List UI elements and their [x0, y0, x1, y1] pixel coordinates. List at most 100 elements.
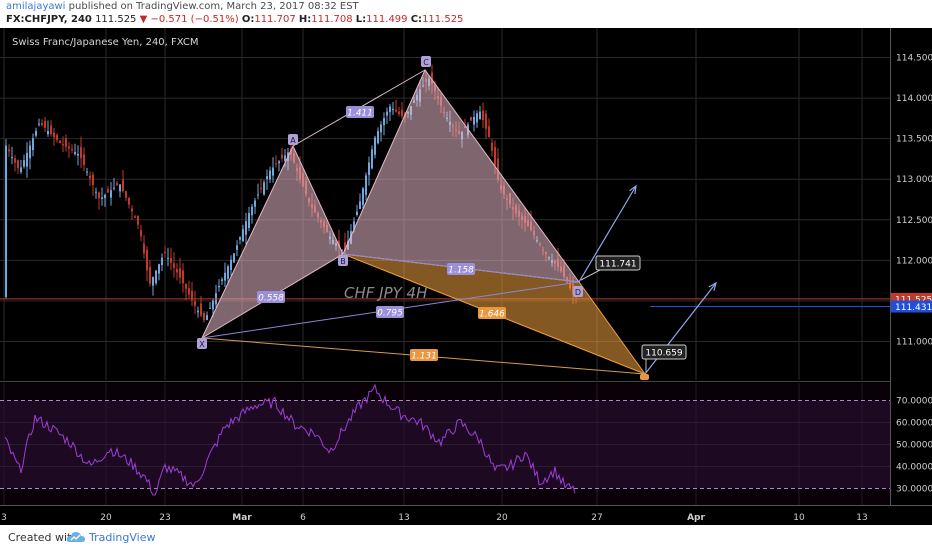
chart-canvas[interactable]: CHF JPY 4H 1.411 0.558 1.158 0.795 1.646 1.131… [0, 28, 932, 525]
candle-body [371, 149, 373, 169]
projection-arrow-2-head [708, 281, 717, 291]
target-111.741: 111.741 [599, 260, 636, 270]
point-label-D: D [575, 288, 581, 297]
rsi-tick: 70.0000 [896, 397, 932, 407]
candle-body [473, 116, 475, 125]
point-label-X: X [199, 340, 205, 349]
candle-body [116, 182, 118, 186]
time-tick: 3 [1, 513, 7, 523]
candle-body [44, 120, 46, 128]
candle-body [131, 208, 133, 212]
candle-body [221, 279, 223, 282]
candle-body [218, 285, 220, 288]
candle-body [431, 72, 433, 84]
candle-body [356, 211, 358, 215]
candle-body [497, 158, 499, 181]
candle-body [206, 315, 208, 320]
candle-body [161, 257, 163, 266]
candle-body [194, 301, 196, 306]
time-tick: Mar [232, 513, 252, 523]
price-tick: 112.000 [896, 256, 932, 266]
candle-body [182, 270, 184, 284]
candle-body [278, 161, 280, 164]
candle-body [200, 303, 202, 316]
candle-body [119, 184, 121, 192]
candle-body [344, 242, 346, 251]
candle-body [470, 116, 472, 121]
candle-body [92, 174, 94, 185]
candle-body [146, 249, 148, 271]
candle-body [269, 170, 271, 180]
candle-body [353, 221, 355, 230]
candle-body [197, 310, 199, 313]
projection-arrow-1-head [629, 184, 637, 195]
candle-body [341, 249, 343, 252]
candle-body [113, 187, 115, 189]
price-tick: 113.000 [896, 175, 932, 185]
candle-body [224, 272, 226, 281]
candle-body [53, 132, 55, 138]
candle-body [284, 155, 286, 161]
time-tick: Apr [687, 513, 705, 523]
time-tick: 13 [398, 513, 409, 523]
point-label-bg [421, 56, 431, 67]
candle-body [68, 146, 70, 149]
high-label: H: [298, 14, 312, 25]
candle-body [38, 123, 40, 125]
time-tick: 13 [856, 513, 867, 523]
candle-body [143, 243, 145, 254]
candle-body [368, 162, 370, 175]
candle-body [242, 229, 244, 242]
projection-arrow-1 [578, 185, 637, 283]
candle-body [65, 138, 67, 147]
open-value: 111.707 [254, 14, 296, 25]
ratio-label-bg [447, 263, 475, 275]
ratio-label-bg [478, 307, 506, 319]
candle-body [74, 152, 76, 155]
price-change: −0.571 (−0.51%) [150, 14, 239, 25]
target-callout-bg [641, 344, 687, 360]
candle-body [20, 167, 22, 173]
author-link[interactable]: amilajayawi [6, 1, 66, 12]
candle-body [17, 160, 19, 169]
candle-body [365, 175, 367, 195]
candle-body [251, 206, 253, 216]
chart-watermark: CHF JPY 4H [344, 284, 427, 302]
chart-area[interactable]: CHF JPY 4H 1.411 0.558 1.158 0.795 1.646 1.131… [0, 28, 932, 525]
candle-body [41, 122, 43, 125]
candle-body [26, 152, 28, 167]
candle-body [374, 137, 376, 155]
last-price: 111.525 [95, 14, 137, 25]
candle-body [140, 230, 142, 237]
candle-body [401, 109, 403, 117]
low-value: 111.499 [366, 14, 408, 25]
candle-body [95, 191, 97, 193]
ratio-label-bg [257, 291, 285, 303]
candle-body [158, 264, 160, 274]
candle-body [395, 109, 397, 112]
candle-body [281, 154, 283, 159]
candle-body [275, 163, 277, 165]
open-label: O: [241, 14, 255, 25]
candle-body [386, 111, 388, 116]
target-110.659: 110.659 [645, 349, 682, 359]
candle-body [149, 267, 151, 284]
ratio-label-bg [410, 349, 438, 361]
candle-body [89, 175, 91, 179]
price-tick: 113.500 [896, 135, 932, 145]
candle-body [383, 118, 385, 126]
candle-body [209, 307, 211, 309]
candle-body [164, 251, 166, 254]
symbol: FX:CHFJPY, 240 [6, 14, 92, 25]
rsi-tick: 30.0000 [896, 485, 932, 495]
time-tick: 27 [591, 513, 602, 523]
candle-body [23, 160, 25, 167]
point-label-A: A [290, 136, 296, 145]
chart-title: Swiss Franc/Japanese Yen, 240, FXCM [12, 37, 199, 48]
price-tick: 114.500 [896, 54, 932, 64]
rsi-tick: 60.0000 [896, 419, 932, 429]
candle-body [14, 158, 16, 163]
candle-body [125, 191, 127, 198]
candle-body [35, 130, 37, 136]
tradingview-brand[interactable]: TradingView [89, 531, 156, 544]
